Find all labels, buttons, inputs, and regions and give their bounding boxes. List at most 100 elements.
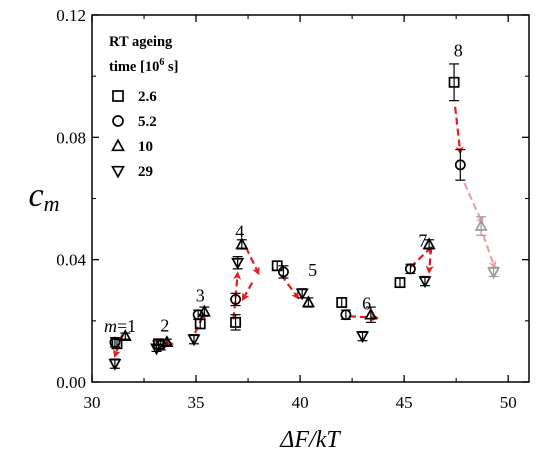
marker-circle	[230, 293, 242, 305]
transition-arrow	[244, 246, 260, 276]
data-point	[235, 237, 249, 250]
legend-label: 2.6	[138, 89, 157, 105]
transition-arrow	[425, 247, 434, 274]
marker-triangle-down	[108, 358, 122, 371]
data-point	[356, 330, 370, 344]
x-tick-label: 45	[396, 393, 413, 412]
data-point	[108, 358, 122, 371]
peak-label: 6	[362, 294, 371, 314]
x-tick-label: 40	[292, 393, 309, 412]
legend-entry: 5.2	[112, 114, 157, 130]
legend-label: 10	[138, 139, 153, 155]
transition-arrow	[454, 106, 464, 155]
data-point	[150, 343, 164, 356]
legend-label: 5.2	[138, 114, 157, 130]
marker-triangle-down	[356, 331, 370, 344]
marker-triangle-up	[422, 237, 436, 250]
marker-triangle-up	[301, 295, 315, 308]
y-tick-label: 0.08	[56, 128, 86, 147]
data-point	[277, 265, 289, 279]
x-tick-label: 35	[188, 393, 205, 412]
x-tick-label: 30	[84, 393, 101, 412]
legend: RT ageing time [106 s] 2.6 5.2 10 29	[109, 34, 178, 180]
marker-triangle-down	[150, 343, 164, 356]
peak-label: m=1	[104, 316, 136, 336]
data-point	[230, 314, 242, 331]
peak-label: 8	[454, 40, 463, 60]
marker-circle	[192, 309, 204, 321]
y-tick-label: 0.04	[56, 251, 86, 270]
legend-entry: 10	[111, 138, 153, 155]
peak-label: 4	[235, 221, 244, 241]
y-tick-label: 0.12	[56, 6, 86, 25]
x-tick-label: 50	[500, 393, 517, 412]
data-point	[422, 237, 436, 250]
data-point	[448, 63, 460, 102]
y-axis-label: cm	[29, 177, 60, 216]
marker-circle	[109, 336, 121, 348]
legend-marker-square	[112, 90, 124, 102]
transition-arrow	[348, 313, 380, 322]
marker-circle	[340, 309, 352, 321]
marker-triangle-up	[197, 304, 211, 317]
marker-square	[448, 76, 460, 88]
legend-marker-triangle-down	[111, 165, 125, 179]
data-point	[336, 297, 348, 308]
legend-marker-triangle-up	[111, 138, 125, 152]
marker-triangle-up	[364, 307, 378, 320]
data-point	[394, 277, 406, 289]
data-point	[160, 335, 174, 348]
data-point	[474, 216, 488, 236]
marker-triangle-up	[474, 218, 488, 231]
data-point	[418, 275, 432, 289]
marker-triangle-down	[295, 288, 309, 301]
legend-marker-circle	[112, 115, 124, 127]
marker-triangle-down	[187, 334, 201, 347]
data-point	[295, 288, 309, 301]
data-point	[487, 266, 501, 279]
legend-entry: 29	[111, 164, 153, 180]
marker-triangle-down	[231, 257, 245, 270]
x-axis-label: ΔF/kT	[279, 427, 341, 453]
data-point	[118, 329, 132, 341]
marker-circle	[404, 263, 416, 275]
transition-arrow	[280, 274, 300, 300]
axis-ticks: 30 35 40 45 500.000.040.080.12	[56, 6, 529, 412]
data-point	[187, 333, 201, 347]
marker-triangle-up	[118, 329, 132, 341]
marker-circle	[454, 159, 466, 171]
data-point	[230, 292, 242, 307]
transition-arrows	[113, 106, 497, 358]
legend-label: 29	[138, 164, 153, 180]
peak-label: 3	[196, 286, 205, 306]
marker-square	[111, 338, 123, 350]
data-point	[301, 295, 315, 308]
data-point	[109, 336, 121, 348]
transition-arrow	[482, 234, 497, 270]
data-point	[364, 306, 378, 323]
marker-triangle-up	[235, 237, 249, 250]
peak-label: 5	[308, 260, 317, 280]
peak-label: 7	[418, 231, 427, 251]
data-point	[404, 263, 416, 275]
marker-square	[336, 297, 348, 308]
transition-arrow	[152, 338, 175, 347]
data-point	[340, 309, 352, 321]
marker-circle	[277, 266, 289, 278]
peak-labels: m=1 2 3 4 5 6 7 8	[104, 40, 463, 336]
marker-square	[394, 277, 406, 289]
legend-title-line2: time [106 s]	[109, 57, 178, 75]
data-point	[231, 256, 245, 270]
marker-triangle-down	[418, 276, 432, 289]
y-tick-label: 0.00	[56, 373, 86, 392]
marker-triangle-down	[487, 267, 501, 279]
transition-arrow	[241, 282, 254, 302]
data-point	[454, 148, 466, 181]
legend-entry: 2.6	[112, 89, 157, 105]
transition-arrow	[194, 311, 206, 334]
peak-label: 2	[160, 316, 169, 336]
data-point	[197, 304, 211, 317]
legend-title-line1: RT ageing	[109, 34, 173, 50]
data-points	[108, 63, 501, 371]
